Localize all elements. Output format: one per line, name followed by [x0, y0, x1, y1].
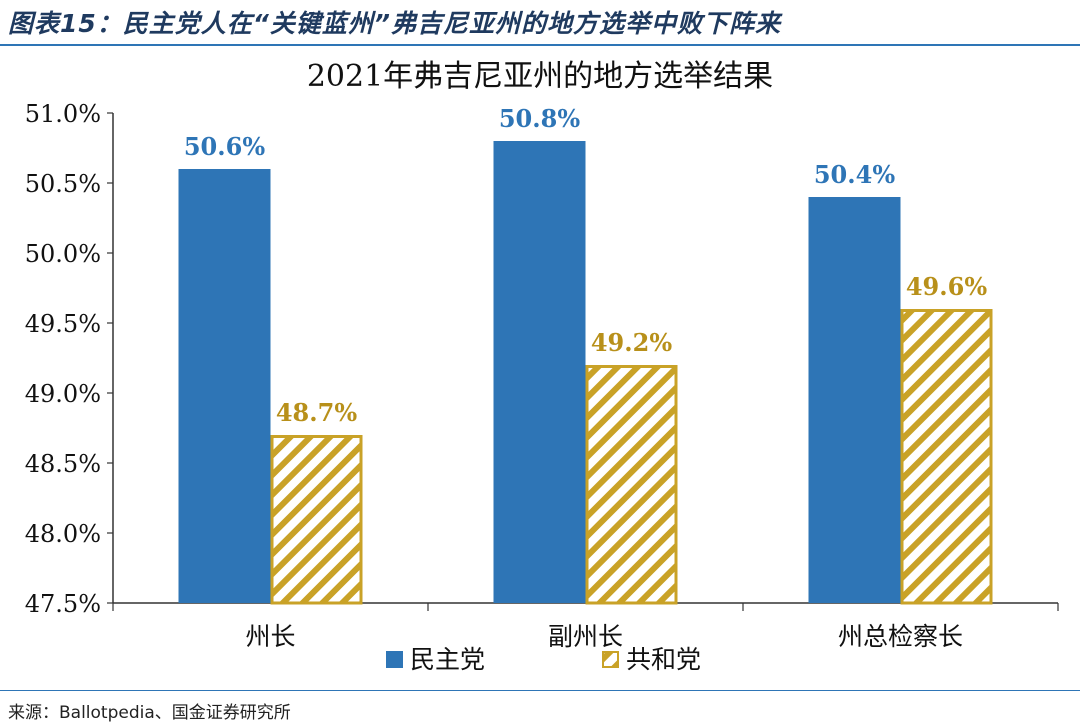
source-note: 来源：Ballotpedia、国金证券研究所	[8, 703, 291, 723]
figure-caption: 图表15：民主党人在“关键蓝州”弗吉尼亚州的地方选举中败下阵来	[8, 9, 781, 38]
y-tick-label: 51.0%	[25, 100, 101, 128]
bar-chart: 2021年弗吉尼亚州的地方选举结果 47.5% 48.0% 48.5% 49.0% 49…	[25, 59, 1059, 674]
y-tick-label: 50.5%	[25, 170, 101, 198]
bar-republican	[270, 435, 363, 605]
y-tick-label: 47.5%	[25, 590, 101, 618]
plot-area: 47.5% 48.0% 48.5% 49.0% 49.5% 50.0% 50.5% 51.0%…	[25, 100, 1059, 651]
x-tick-label: 州长	[245, 622, 295, 651]
data-label-republican: 48.7%	[276, 398, 357, 427]
legend-label-democrat: 民主党	[410, 645, 485, 674]
y-tick-label: 50.0%	[25, 240, 101, 268]
bar-democrat	[808, 197, 901, 603]
x-tick-label: 州总检察长	[838, 622, 963, 651]
data-label-republican: 49.2%	[591, 328, 672, 357]
bar-republican	[900, 309, 993, 605]
y-tick-label: 48.5%	[25, 450, 101, 478]
legend-label-republican: 共和党	[626, 645, 701, 674]
bar-democrat	[178, 169, 271, 603]
bottom-rule	[0, 690, 1080, 691]
legend: 民主党 共和党	[386, 645, 701, 674]
y-tick-label: 49.5%	[25, 310, 101, 338]
data-label-democrat: 50.6%	[184, 132, 265, 161]
legend-swatch-democrat	[386, 651, 403, 668]
legend-swatch-republican	[602, 651, 619, 668]
chart-title: 2021年弗吉尼亚州的地方选举结果	[307, 59, 773, 94]
y-tick-label: 49.0%	[25, 380, 101, 408]
bar-republican	[585, 365, 678, 605]
data-label-democrat: 50.8%	[499, 104, 580, 133]
x-tick-label: 副州长	[548, 622, 623, 651]
y-tick-label: 48.0%	[25, 520, 101, 548]
top-rule	[0, 44, 1080, 46]
bar-democrat	[493, 141, 586, 603]
data-label-republican: 49.6%	[906, 272, 987, 301]
data-label-democrat: 50.4%	[814, 160, 895, 189]
